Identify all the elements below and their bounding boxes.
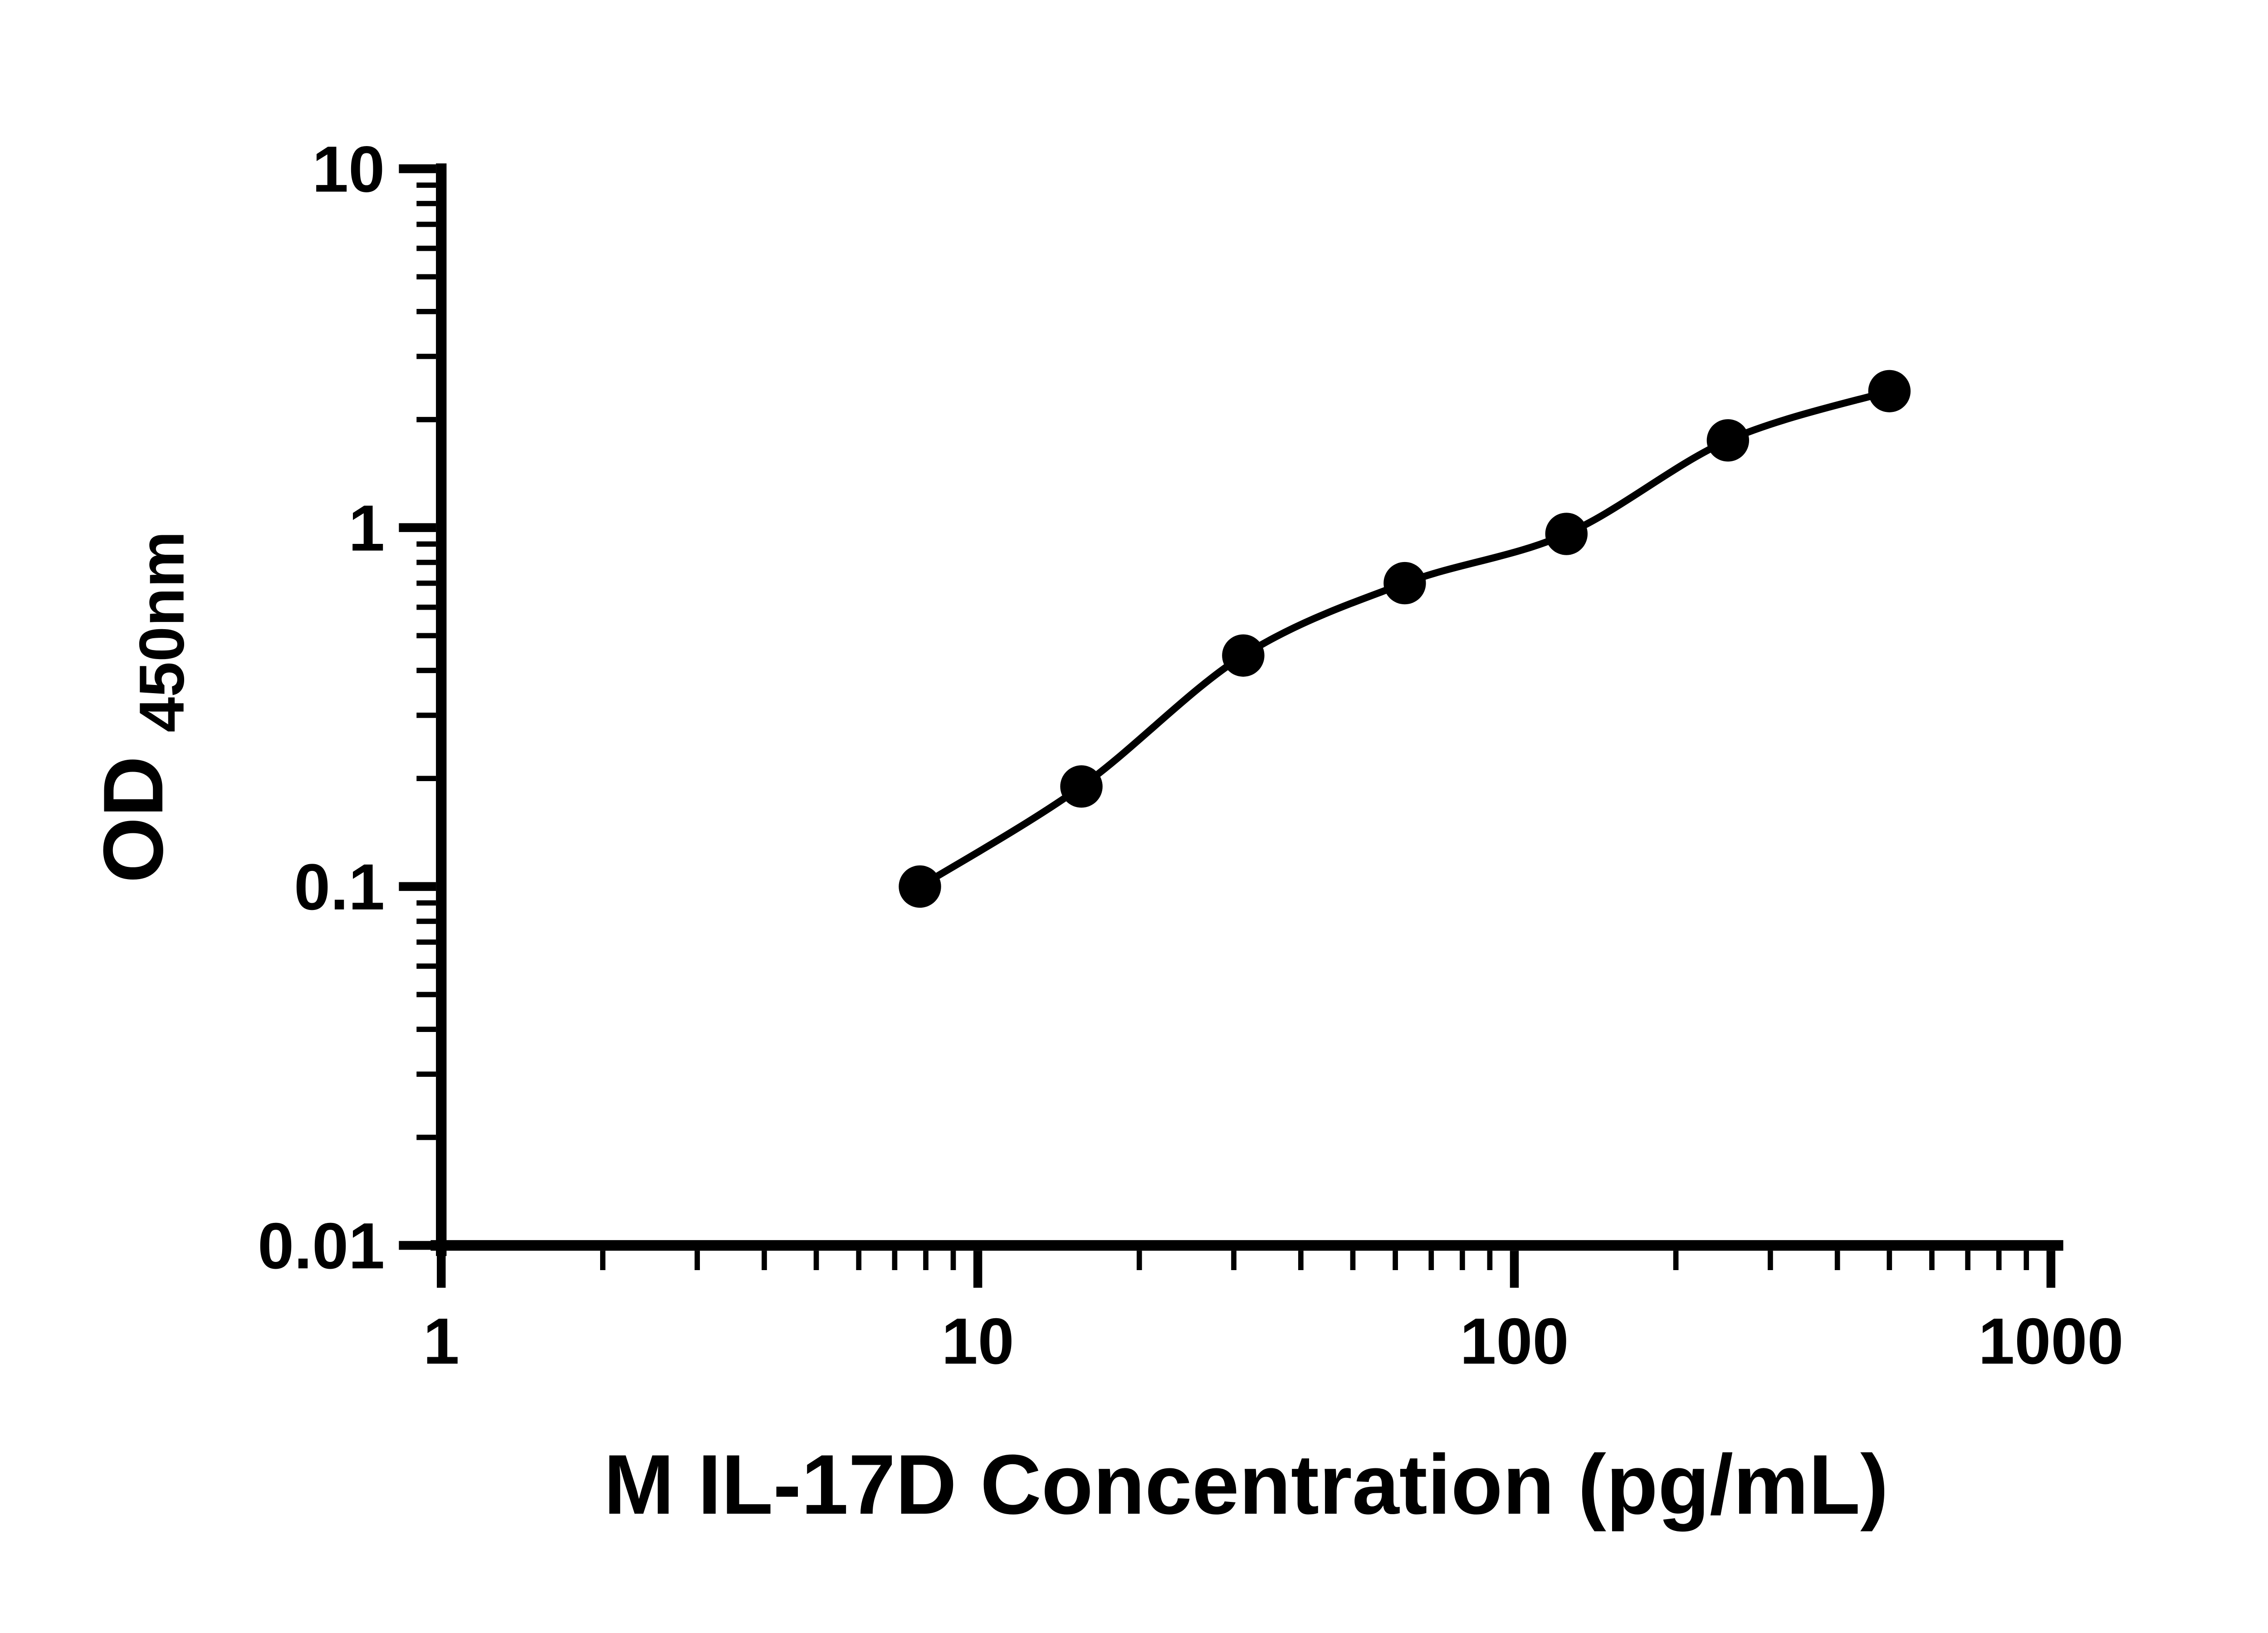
y-tick-label: 10 [312,133,385,206]
data-point [1706,419,1750,462]
fit-curve [918,387,1891,890]
data-point [1383,562,1426,605]
x-tick-label: 100 [1460,1305,1569,1378]
plot-area: 1 10 100 1000 0.01 0.1 1 10 [258,133,2123,1378]
data-point [1222,634,1265,677]
x-tick-label: 10 [942,1305,1014,1378]
y-tick-label: 1 [348,492,385,565]
data-point [899,865,941,908]
y-axis-title-main: OD [86,756,181,883]
data-point [1545,513,1588,555]
x-tick-label: 1000 [1978,1305,2123,1378]
data-point [1868,370,1911,412]
data-point [1060,765,1103,808]
y-tick-label: 0.1 [294,851,385,924]
y-axis-title-subscript: 450nm [126,531,197,733]
y-axis-title: OD 450nm [86,531,197,883]
x-tick-label: 1 [423,1305,459,1378]
x-axis-title: M IL-17D Concentration (pg/mL) [604,1437,1889,1532]
y-tick-label: 0.01 [258,1209,385,1282]
